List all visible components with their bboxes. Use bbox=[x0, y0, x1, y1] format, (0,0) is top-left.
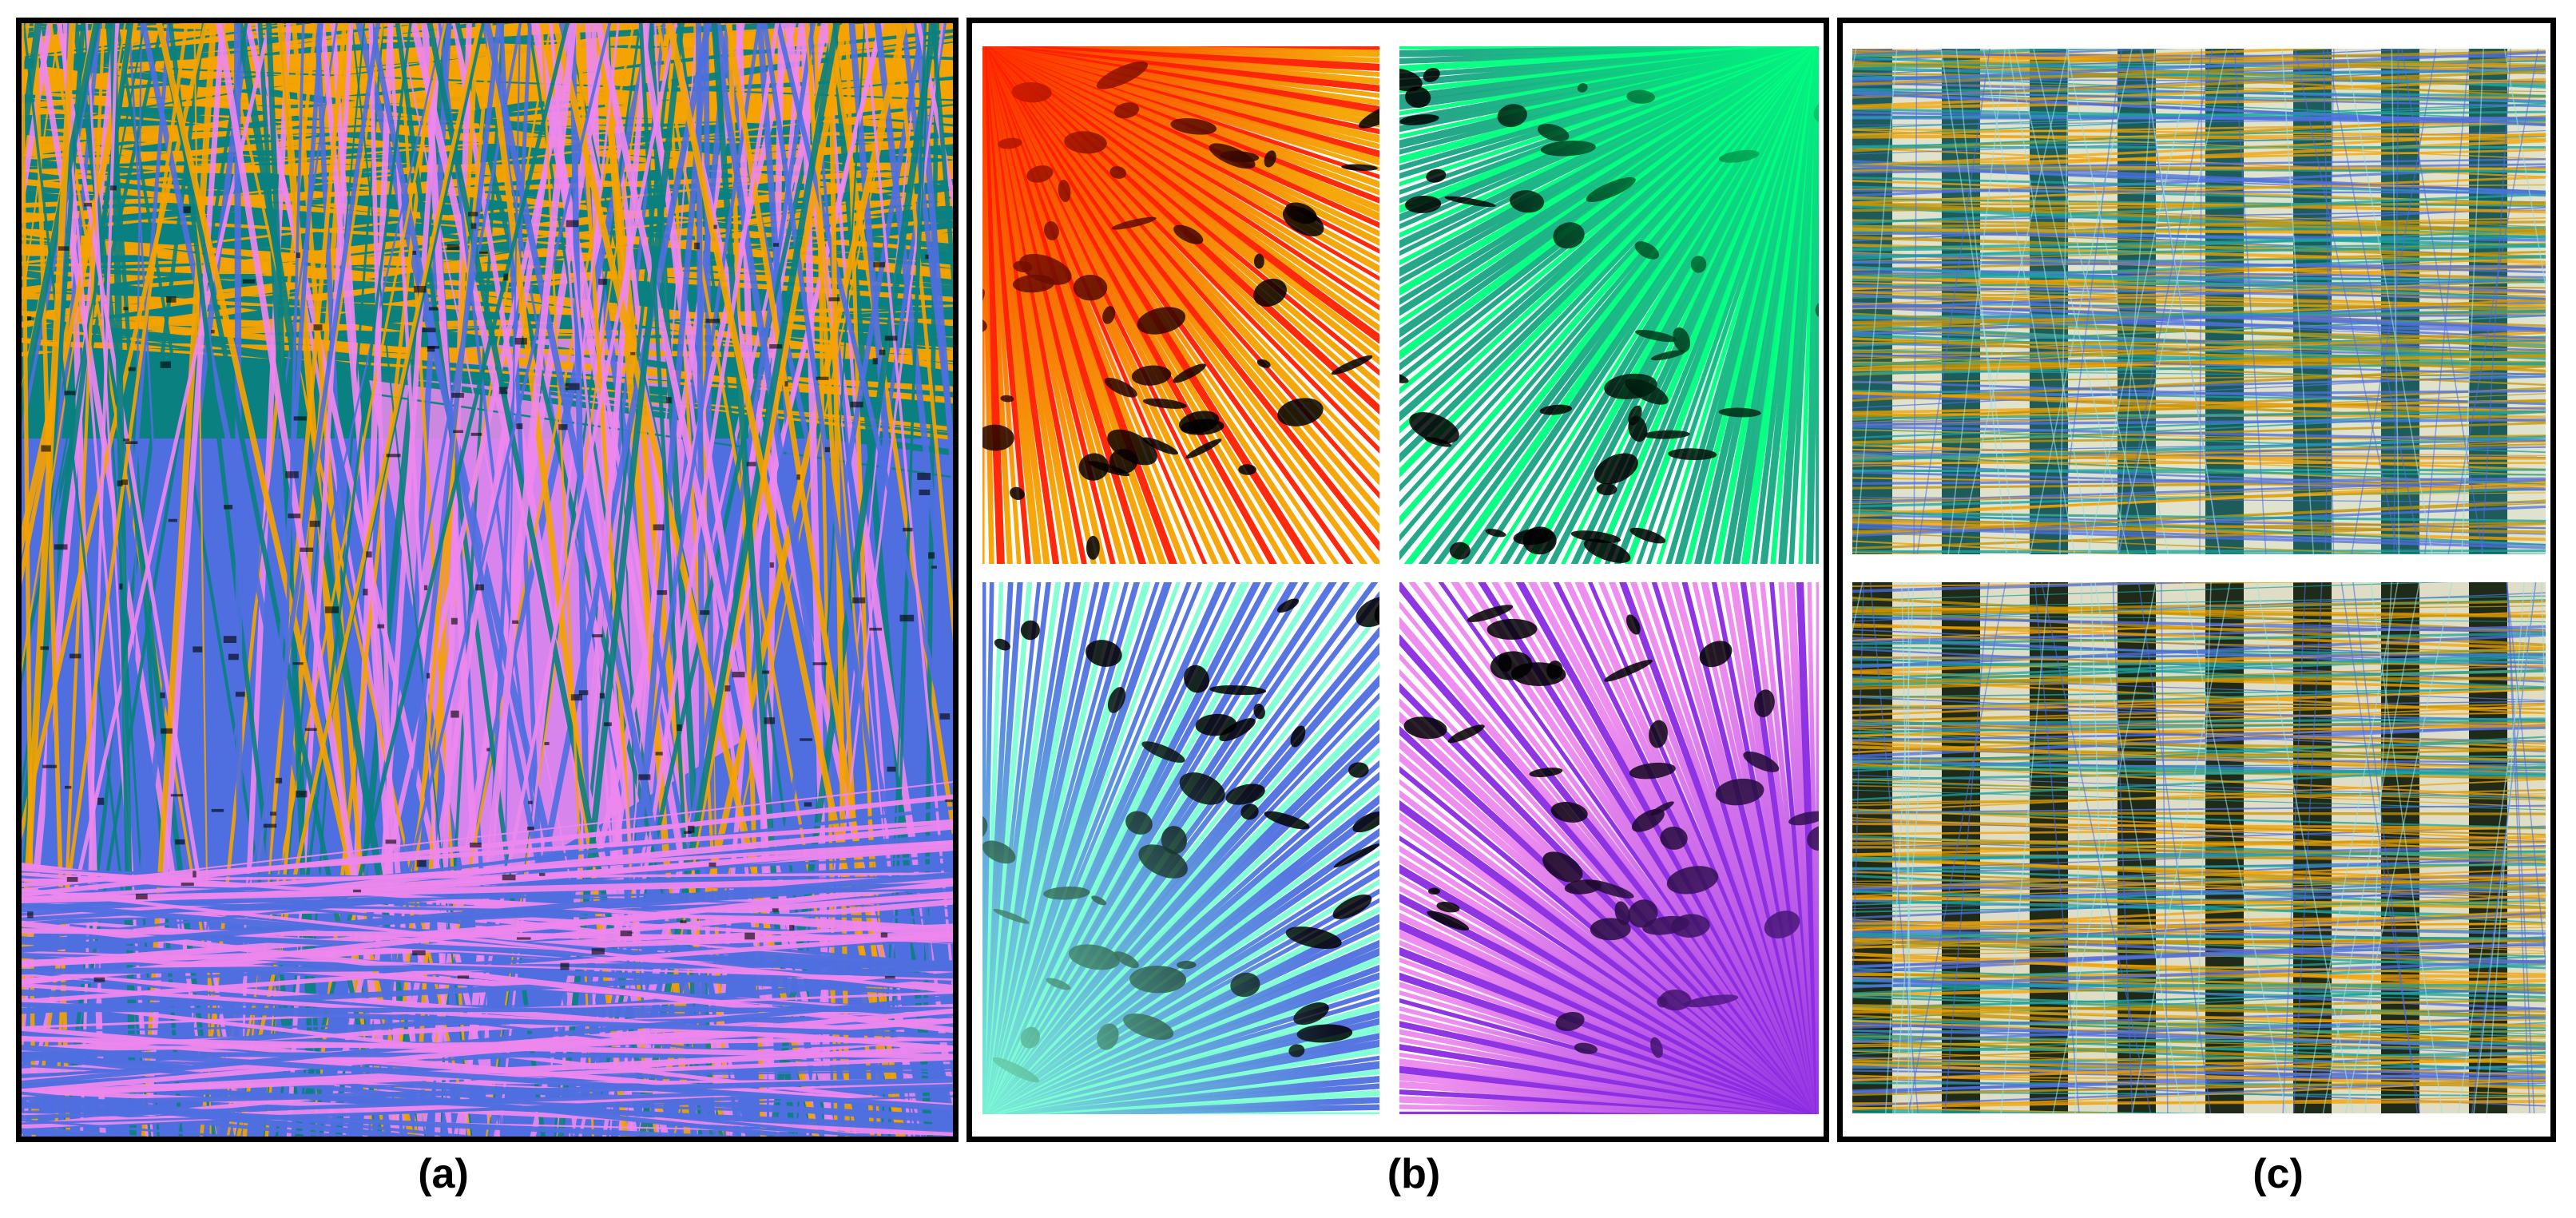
panel-b bbox=[966, 18, 1829, 1142]
striped-columns-image-bottom bbox=[1852, 582, 2546, 1113]
blue-fan-image bbox=[982, 582, 1379, 1114]
panel-c-tile-bottom bbox=[1852, 582, 2546, 1113]
panel-b-tile-bottom-right bbox=[1399, 582, 1819, 1114]
red-fan-image bbox=[982, 46, 1379, 564]
panel-b-tile-top-right bbox=[1399, 46, 1819, 564]
striped-columns-image-top bbox=[1852, 49, 2546, 554]
caption-b: (b) bbox=[1387, 1151, 1441, 1197]
purple-fan-image bbox=[1399, 582, 1819, 1114]
panel-b-tile-bottom-left bbox=[982, 582, 1379, 1114]
caption-c: (c) bbox=[2253, 1151, 2304, 1197]
panel-a-line-art bbox=[22, 23, 953, 1137]
panel-c-tile-top bbox=[1852, 49, 2546, 554]
panel-a bbox=[16, 18, 959, 1142]
caption-a: (a) bbox=[418, 1151, 469, 1197]
panel-b-tile-top-left bbox=[982, 46, 1379, 564]
green-fan-image bbox=[1399, 46, 1819, 564]
panel-c bbox=[1837, 18, 2556, 1142]
